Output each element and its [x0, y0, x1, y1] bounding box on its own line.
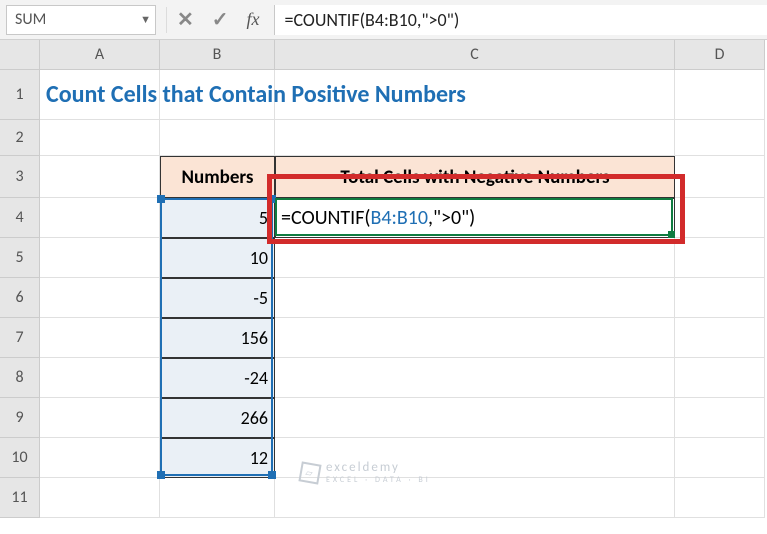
separator: [166, 7, 167, 33]
cell[interactable]: [675, 438, 765, 478]
cell[interactable]: [675, 156, 765, 198]
cell[interactable]: [675, 398, 765, 438]
name-box-value: SUM: [15, 10, 46, 29]
enter-icon[interactable]: ✓: [212, 7, 229, 32]
table-number-cell[interactable]: 12: [160, 438, 275, 478]
cell[interactable]: [40, 238, 160, 278]
cell[interactable]: [40, 120, 160, 156]
column-header[interactable]: C: [275, 40, 675, 70]
column-header[interactable]: A: [40, 40, 160, 70]
cell[interactable]: [40, 156, 160, 198]
row-header[interactable]: 6: [0, 278, 40, 318]
cancel-icon[interactable]: ✕: [177, 7, 194, 32]
column-headers: ABCD: [40, 40, 765, 70]
table-number-cell[interactable]: 266: [160, 398, 275, 438]
row-header[interactable]: 2: [0, 120, 40, 156]
cell[interactable]: [275, 358, 675, 398]
cell[interactable]: [275, 120, 675, 156]
table-number-cell[interactable]: -24: [160, 358, 275, 398]
cell[interactable]: [160, 478, 275, 518]
table-header-total[interactable]: Total Cells with Negative Numbers: [275, 156, 675, 198]
cell[interactable]: [675, 278, 765, 318]
formula-suffix: ,">0"): [428, 206, 475, 230]
select-all-corner[interactable]: [0, 40, 40, 70]
table-header-numbers[interactable]: Numbers: [160, 156, 275, 198]
cell[interactable]: [160, 120, 275, 156]
cell[interactable]: [675, 478, 765, 518]
row-header[interactable]: 8: [0, 358, 40, 398]
cell[interactable]: [675, 198, 765, 238]
cell[interactable]: [40, 198, 160, 238]
watermark: ▱ exceldemy EXCEL · DATA · BI: [300, 460, 431, 485]
page-title[interactable]: Count Cells that Contain Positive Number…: [40, 70, 160, 120]
row-header[interactable]: 10: [0, 438, 40, 478]
watermark-sub: EXCEL · DATA · BI: [326, 475, 431, 485]
cell[interactable]: [40, 318, 160, 358]
row-header[interactable]: 7: [0, 318, 40, 358]
cell[interactable]: [40, 478, 160, 518]
row-header[interactable]: 4: [0, 198, 40, 238]
formula-text: =COUNTIF(B4:B10,">0"): [285, 9, 460, 31]
formula-prefix: =COUNTIF(: [281, 206, 370, 230]
formula-bar: SUM ▼ ✕ ✓ fx =COUNTIF(B4:B10,">0"): [0, 0, 767, 40]
table-number-cell[interactable]: 5: [160, 198, 275, 238]
watermark-text: exceldemy: [326, 460, 400, 475]
table-number-cell[interactable]: 156: [160, 318, 275, 358]
table-number-cell[interactable]: -5: [160, 278, 275, 318]
cell[interactable]: [40, 398, 160, 438]
row-headers: 1234567891011: [0, 70, 40, 518]
table-number-cell[interactable]: 10: [160, 238, 275, 278]
cell[interactable]: [275, 278, 675, 318]
cell-editor[interactable]: =COUNTIF(B4:B10,">0"): [277, 204, 479, 232]
row-header[interactable]: 5: [0, 238, 40, 278]
watermark-icon: ▱: [298, 461, 321, 484]
formula-bar-icons: ✕ ✓: [177, 7, 229, 32]
row-header[interactable]: 1: [0, 70, 40, 120]
column-header[interactable]: B: [160, 40, 275, 70]
cell[interactable]: [275, 238, 675, 278]
row-header[interactable]: 11: [0, 478, 40, 518]
name-box-dropdown-icon[interactable]: ▼: [140, 13, 151, 26]
name-box[interactable]: SUM ▼: [6, 5, 156, 35]
cell[interactable]: [40, 438, 160, 478]
cell[interactable]: [275, 398, 675, 438]
cell[interactable]: [675, 358, 765, 398]
cell[interactable]: [675, 120, 765, 156]
row-header[interactable]: 3: [0, 156, 40, 198]
cell[interactable]: [40, 278, 160, 318]
fx-icon[interactable]: fx: [247, 9, 260, 30]
formula-range-ref: B4:B10: [370, 206, 428, 230]
column-header[interactable]: D: [675, 40, 765, 70]
cell[interactable]: [675, 70, 765, 120]
cell[interactable]: [275, 318, 675, 358]
cells-area: Count Cells that Contain Positive Number…: [40, 70, 765, 518]
cell[interactable]: [40, 358, 160, 398]
cell[interactable]: [675, 318, 765, 358]
row-header[interactable]: 9: [0, 398, 40, 438]
cell[interactable]: [675, 238, 765, 278]
formula-input[interactable]: =COUNTIF(B4:B10,">0"): [274, 5, 767, 35]
